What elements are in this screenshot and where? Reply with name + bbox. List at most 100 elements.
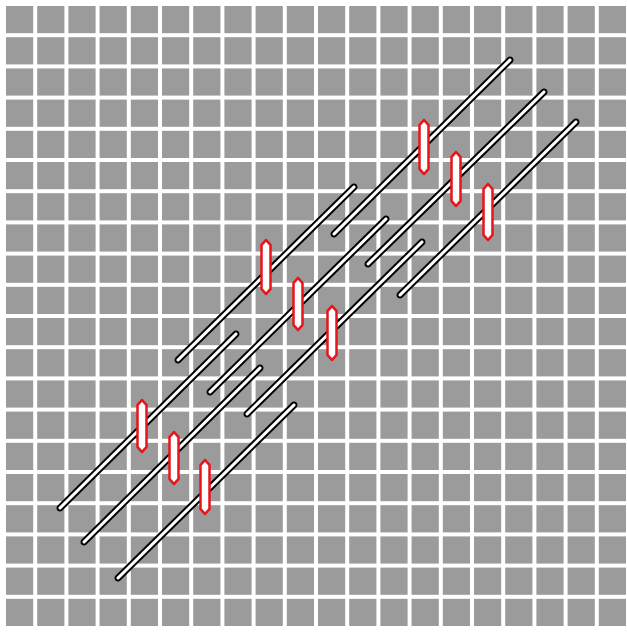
grid-tile [474,505,502,533]
grid-tile [536,37,564,65]
grid-tile [6,6,34,34]
grid-tile [286,6,314,34]
grid-tile [99,598,127,626]
grid-tile [380,6,408,34]
grid-tile [598,224,626,252]
grid-tile [536,162,564,190]
grid-tile [318,37,346,65]
grid-tile [286,255,314,283]
red-pin[interactable] [199,458,211,516]
grid-tile [6,37,34,65]
grid-tile [380,349,408,377]
grid-tile [505,474,533,502]
grid-tile [349,37,377,65]
grid-tile [318,411,346,439]
grid-tile [380,37,408,65]
grid-tile [99,411,127,439]
grid-tile [318,567,346,595]
grid-tile [474,474,502,502]
grid-tile [411,567,439,595]
grid-tile [224,536,252,564]
grid-tile [224,37,252,65]
grid-tile [193,37,221,65]
grid-tile [130,130,158,158]
grid-tile [411,536,439,564]
rod[interactable] [58,332,238,510]
grid-tile [505,536,533,564]
grid-tile [99,37,127,65]
grid-tile [505,6,533,34]
grid-tile [380,536,408,564]
grid-tile [567,567,595,595]
grid-tile [411,286,439,314]
red-pin[interactable] [136,398,148,454]
grid-tile [505,567,533,595]
grid-tile [380,567,408,595]
grid-tile [193,536,221,564]
grid-tile [193,162,221,190]
grid-tile [505,411,533,439]
grid-tile [505,224,533,252]
grid-tile [286,193,314,221]
red-pin[interactable] [450,150,462,208]
grid-tile [37,349,65,377]
grid-tile [380,505,408,533]
grid-tile [318,162,346,190]
grid-tile [442,474,470,502]
grid-tile [255,68,283,96]
grid-tile [567,255,595,283]
grid-tile [99,349,127,377]
grid-tile [474,318,502,346]
grid-tile [162,6,190,34]
grid-tile [505,193,533,221]
grid-tile [224,6,252,34]
red-pin[interactable] [260,238,272,296]
red-pin[interactable] [292,276,304,332]
grid-tile [68,505,96,533]
grid-tile [598,567,626,595]
grid-tile [255,193,283,221]
grid-tile [68,567,96,595]
grid-tile [224,68,252,96]
red-pin[interactable] [482,182,494,242]
grid-tile [474,6,502,34]
grid-tile [130,318,158,346]
grid-tile [349,68,377,96]
grid-tile [6,598,34,626]
grid-tile [68,598,96,626]
grid-tile [68,318,96,346]
grid-tile [442,380,470,408]
red-pin[interactable] [168,430,180,486]
grid-tile [37,224,65,252]
grid-tile [37,193,65,221]
grid-tile [598,474,626,502]
grid-tile [6,411,34,439]
grid-tile [474,37,502,65]
grid-tile [68,162,96,190]
grid-tile [598,162,626,190]
grid-tile [474,598,502,626]
grid-tile [318,505,346,533]
grid-tile [349,6,377,34]
grid-tile [598,6,626,34]
grid-tile [37,255,65,283]
grid-tile [193,68,221,96]
grid-tile [567,442,595,470]
red-pin[interactable] [326,304,338,362]
grid-tile [193,567,221,595]
grid-tile [6,99,34,127]
grid-tile [349,99,377,127]
grid-tile [380,68,408,96]
grid-tile [37,6,65,34]
grid-tile [193,598,221,626]
grid-tile [286,536,314,564]
red-pin[interactable] [418,118,430,176]
grid-tile [68,349,96,377]
grid-tile [286,567,314,595]
grid-tile [567,68,595,96]
grid-tile [37,130,65,158]
grid-tile [318,99,346,127]
grid-tile [193,224,221,252]
